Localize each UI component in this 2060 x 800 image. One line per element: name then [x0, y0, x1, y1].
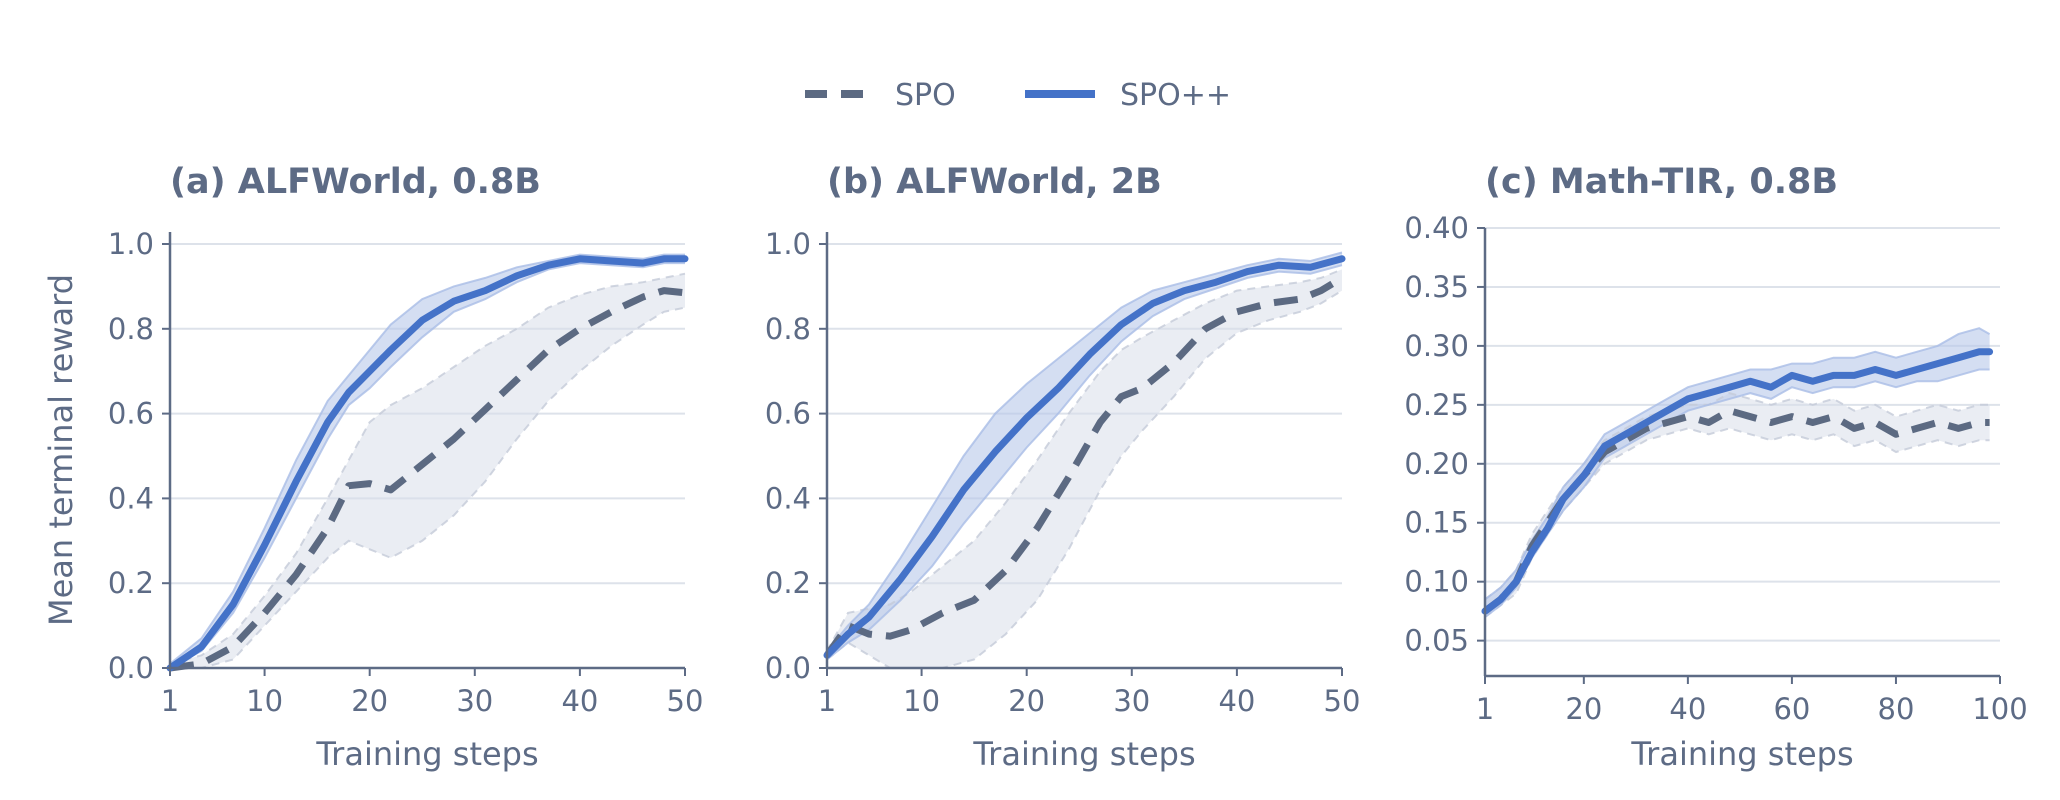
seed-line-spo-lower: [170, 306, 686, 669]
y-tick-label: 0.40: [1404, 211, 1469, 245]
x-tick-label: 10: [903, 684, 940, 718]
y-tick-label: 0.30: [1404, 329, 1469, 363]
seed-line-spo-upper: [169, 272, 686, 665]
x-tick-label: 40: [1218, 684, 1255, 718]
y-tick-label: 0.05: [1404, 624, 1469, 658]
series-line-spopp: [823, 255, 1346, 659]
x-tick-label: 30: [456, 684, 493, 718]
series-line-spopp: [1481, 348, 1994, 615]
x-tick-label: 40: [561, 684, 598, 718]
seed-line-spo-upper: [826, 268, 1343, 652]
x-axis-label: Training steps: [315, 735, 538, 773]
y-tick-label: 0.25: [1404, 388, 1469, 422]
panel-1: 0.0 0.2 0.4 0.6 0.8 1.0 1 10 20 30 40 50 Training st…: [42, 162, 703, 773]
x-tick-label: 50: [1324, 684, 1361, 718]
x-tick-label: 40: [1669, 692, 1706, 726]
y-tick-label: 0.2: [765, 566, 811, 600]
x-tick-label: 1: [1476, 692, 1494, 726]
panel-title: (a) ALFWorld, 0.8B: [170, 162, 541, 202]
x-tick-label: 20: [351, 684, 388, 718]
x-tick-label: 1: [161, 684, 179, 718]
y-tick-label: 0.6: [108, 397, 154, 431]
panel-title: (c) Math-TIR, 0.8B: [1485, 162, 1838, 202]
y-tick-label: 0.15: [1404, 506, 1469, 540]
confidence-band-spopp: [827, 252, 1342, 660]
legend: SPO SPO++: [805, 78, 1231, 113]
y-tick-label: 0.4: [108, 481, 154, 515]
y-tick-label: 0.6: [765, 397, 811, 431]
y-tick-label: 0.0: [765, 651, 811, 685]
y-tick-label: 0.2: [108, 566, 154, 600]
y-tick-label: 1.0: [108, 227, 154, 261]
seed-line-spopp-lower: [169, 262, 685, 669]
legend-label-spopp: SPO++: [1120, 78, 1231, 113]
x-axis-label: Training steps: [1630, 735, 1853, 773]
seed-line-spopp-upper: [169, 253, 685, 665]
y-tick-label: 0.8: [108, 312, 154, 346]
series-line-spo: [824, 274, 1344, 658]
y-tick-label: 0.4: [765, 481, 811, 515]
y-tick-label: 0.20: [1404, 447, 1469, 481]
x-tick-label: 30: [1113, 684, 1150, 718]
seed-line-spopp-lower: [1484, 368, 1990, 618]
y-axis-label: Mean terminal reward: [42, 274, 80, 626]
x-tick-label: 60: [1773, 692, 1810, 726]
panel-2: 0.0 0.2 0.4 0.6 0.8 1.0 1 10 20 30 40 50 Training st…: [765, 162, 1361, 773]
seed-line-spopp-upper: [826, 251, 1343, 652]
y-tick-label: 0.0: [108, 651, 154, 685]
x-tick-label: 80: [1878, 692, 1915, 726]
seed-line-spopp-lower: [826, 264, 1343, 661]
x-tick-label: 50: [667, 684, 704, 718]
legend-label-spo: SPO: [895, 78, 956, 113]
y-tick-label: 0.35: [1404, 270, 1469, 304]
seed-line-spo-upper: [1484, 392, 1990, 601]
seed-line-spopp-upper: [1484, 327, 1991, 601]
x-tick-label: 10: [246, 684, 283, 718]
y-tick-label: 0.8: [765, 312, 811, 346]
x-tick-label: 1: [818, 684, 836, 718]
series-line-spo: [169, 287, 686, 672]
x-tick-label: 20: [1008, 684, 1045, 718]
x-tick-label: 100: [1972, 692, 2027, 726]
x-tick-label: 20: [1565, 692, 1602, 726]
y-tick-label: 1.0: [765, 227, 811, 261]
panel-3: 0.05 0.10 0.15 0.20 0.25 0.30 0.35 0.40 1 20 40 60 8…: [1404, 162, 2027, 773]
panels: 0.0 0.2 0.4 0.6 0.8 1.0 1 10 20 30 40 50 Training st…: [42, 162, 2028, 773]
panel-title: (b) ALFWorld, 2B: [827, 162, 1162, 202]
seed-line-spo-lower: [826, 289, 1343, 669]
y-tick-label: 0.10: [1404, 565, 1469, 599]
confidence-band-spo: [827, 269, 1342, 668]
series-line-spopp: [166, 255, 689, 672]
x-axis-label: Training steps: [972, 735, 1195, 773]
